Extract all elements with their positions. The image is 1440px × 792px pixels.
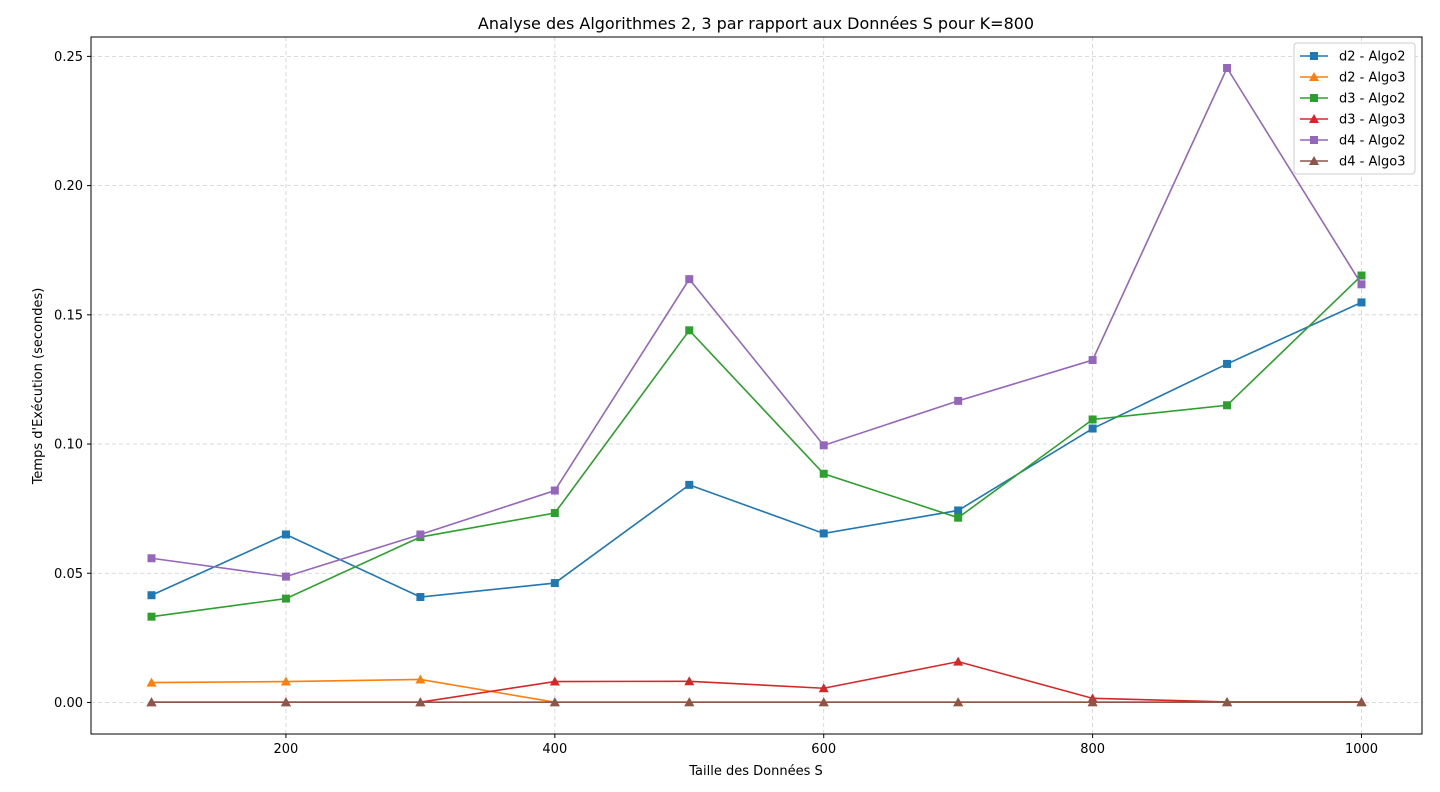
data-point: [953, 656, 964, 666]
data-point: [416, 530, 425, 539]
data-point: [550, 579, 559, 588]
data-point: [281, 530, 290, 539]
legend-marker: [1310, 94, 1318, 102]
legend-box: [1293, 42, 1416, 175]
data-point: [147, 612, 156, 621]
data-point: [146, 697, 157, 707]
data-point: [953, 697, 964, 707]
legend: d2 - Algo2 d2 - Algo3 d3 - Algo2 d3 - Algo3…: [1293, 42, 1416, 175]
legend-marker: [1309, 114, 1319, 123]
plot-frame: [90, 36, 1423, 735]
data-point: [549, 676, 560, 686]
legend-label: d3 - Algo3: [1339, 113, 1405, 128]
series-1: [147, 298, 1366, 602]
data-point: [1223, 359, 1232, 368]
legend-marker: [1309, 156, 1319, 165]
legend-marker: [1310, 52, 1318, 60]
legend-label: d2 - Algo3: [1339, 71, 1405, 86]
data-point: [147, 554, 156, 563]
series-line: [151, 66, 1363, 578]
data-point: [1088, 356, 1097, 365]
y-axis-label: Temps d'Exécution (secondes): [31, 288, 46, 486]
legend-item: d2 - Algo3: [1300, 71, 1405, 86]
series-line: [151, 678, 1362, 704]
y-tick-label: 0.10: [54, 438, 83, 453]
data-point: [147, 591, 156, 600]
legend-item: d4 - Algo2: [1300, 134, 1405, 149]
data-point: [550, 509, 559, 518]
data-point: [416, 593, 425, 602]
data-point: [415, 674, 426, 684]
data-point: [1223, 401, 1232, 410]
x-axis: 200 400 600 800 1000: [274, 734, 1378, 757]
data-point: [280, 676, 291, 686]
series-6: [146, 697, 1367, 707]
y-tick-label: 0.20: [54, 179, 83, 194]
series-line: [151, 660, 1362, 704]
data-point: [685, 480, 694, 489]
series-3: [147, 271, 1366, 621]
data-point: [1088, 415, 1097, 424]
data-point: [1357, 298, 1366, 307]
data-point: [818, 683, 829, 693]
legend-label: d4 - Algo3: [1339, 155, 1405, 170]
data-point: [818, 697, 829, 707]
legend-item: d2 - Algo2: [1300, 50, 1405, 65]
data-point: [1222, 697, 1233, 707]
legend-marker: [1309, 72, 1319, 81]
series-5: [147, 64, 1366, 581]
data-point: [281, 594, 290, 603]
x-tick-label: 200: [274, 742, 299, 757]
legend-item: d4 - Algo3: [1300, 155, 1405, 170]
data-point: [280, 697, 291, 707]
data-point: [1357, 280, 1366, 289]
chart-title: Analyse des Algorithmes 2, 3 par rapport…: [478, 14, 1034, 33]
y-tick-label: 0.15: [54, 308, 83, 323]
legend-label: d2 - Algo2: [1339, 50, 1405, 65]
series-line: [151, 301, 1362, 598]
data-point: [1357, 271, 1366, 280]
y-tick-label: 0.00: [54, 696, 83, 711]
y-tick-label: 0.25: [54, 50, 83, 65]
legend-label: d4 - Algo2: [1339, 134, 1405, 149]
data-point: [819, 469, 828, 478]
data-point: [685, 275, 694, 284]
data-point: [819, 529, 828, 538]
x-axis-label: Taille des Données S: [688, 764, 822, 779]
data-point: [1088, 424, 1097, 433]
x-tick-label: 1000: [1345, 742, 1378, 757]
data-point: [415, 697, 426, 707]
data-point: [281, 572, 290, 581]
grid: [91, 37, 1422, 734]
y-axis: 0.00 0.05 0.10 0.15 0.20 0.25: [54, 50, 91, 711]
data-point: [684, 697, 695, 707]
data-point: [685, 326, 694, 335]
legend-marker: [1310, 136, 1318, 144]
data-point: [1087, 697, 1098, 707]
series-layer: [146, 64, 1367, 707]
data-point: [954, 396, 963, 405]
data-point: [954, 506, 963, 515]
data-point: [1223, 64, 1232, 73]
x-tick-label: 400: [542, 742, 567, 757]
data-point: [549, 697, 560, 707]
legend-item: d3 - Algo2: [1300, 92, 1405, 107]
legend-item: d3 - Algo3: [1300, 113, 1405, 128]
data-point: [819, 441, 828, 450]
data-point: [1356, 697, 1367, 707]
data-point: [146, 677, 157, 687]
x-tick-label: 800: [1080, 742, 1105, 757]
x-tick-label: 600: [811, 742, 836, 757]
series-line: [151, 274, 1363, 618]
data-point: [684, 676, 695, 686]
data-point: [954, 513, 963, 522]
y-tick-label: 0.05: [54, 567, 83, 582]
data-point: [550, 486, 559, 495]
legend-label: d3 - Algo2: [1339, 92, 1405, 107]
